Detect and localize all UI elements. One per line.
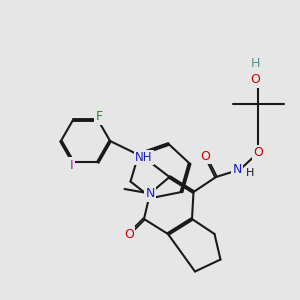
Text: N: N [145, 187, 155, 200]
Text: I: I [70, 159, 74, 172]
Text: O: O [201, 149, 210, 163]
Text: H: H [246, 167, 255, 178]
Text: N: N [232, 163, 242, 176]
Text: NH: NH [135, 151, 153, 164]
Text: O: O [124, 227, 134, 241]
Text: H: H [250, 56, 260, 70]
Text: O: O [250, 73, 260, 86]
Text: F: F [96, 110, 103, 123]
Text: O: O [253, 146, 263, 160]
